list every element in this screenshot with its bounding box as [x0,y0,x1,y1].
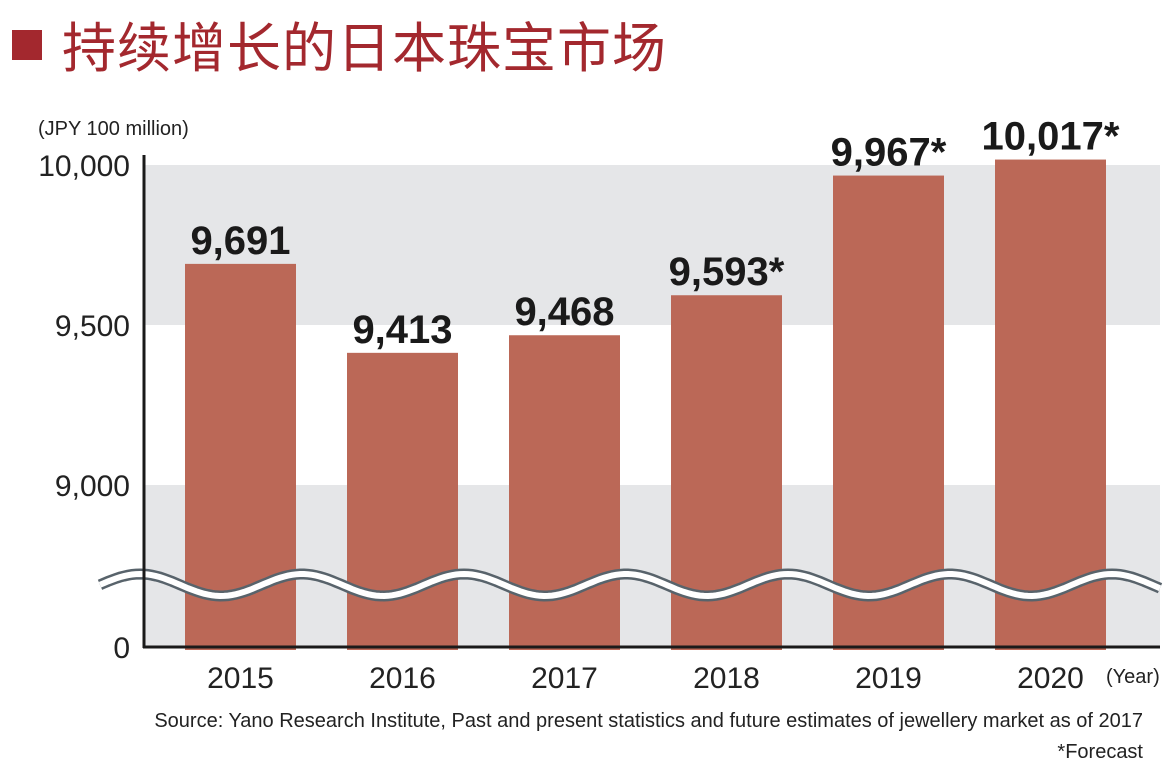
data-label: 9,967* [831,131,947,175]
bar-2020 [995,159,1106,650]
data-label: 9,413 [352,308,452,352]
x-tick-label: 2016 [369,662,436,695]
x-tick-label: 2015 [207,662,274,695]
data-label: 10,017* [982,115,1120,159]
y-tick-label: 9,500 [55,310,130,343]
x-tick-label: 2017 [531,662,598,695]
y-tick-label: 10,000 [38,150,130,183]
bar-2016 [347,352,458,650]
y-tick-label: 0 [113,632,130,665]
grid-band [144,165,1160,325]
title-square-icon [12,30,42,60]
x-tick-label: 2018 [693,662,760,695]
bar-2019 [833,175,944,650]
y-tick-label: 9,000 [55,470,130,503]
x-tick-label: 2019 [855,662,922,695]
data-label: 9,691 [190,219,290,263]
chart-title: 持续增长的日本珠宝市场 [12,8,667,80]
x-tick-label: 2020 [1017,662,1084,695]
source-note: Source: Yano Research Institute, Past an… [154,710,1143,732]
data-label: 9,593* [669,250,785,294]
bar-2015 [185,263,296,650]
data-label: 9,468 [514,290,614,334]
grid-band [144,485,1160,647]
x-axis-unit: (Year) [1106,666,1160,688]
chart-title-text: 持续增长的日本珠宝市场 [62,16,667,80]
forecast-note: *Forecast [1057,741,1143,763]
bar-2017 [509,335,620,650]
axis-break-gap [98,570,1162,600]
y-axis-unit: (JPY 100 million) [38,118,189,140]
